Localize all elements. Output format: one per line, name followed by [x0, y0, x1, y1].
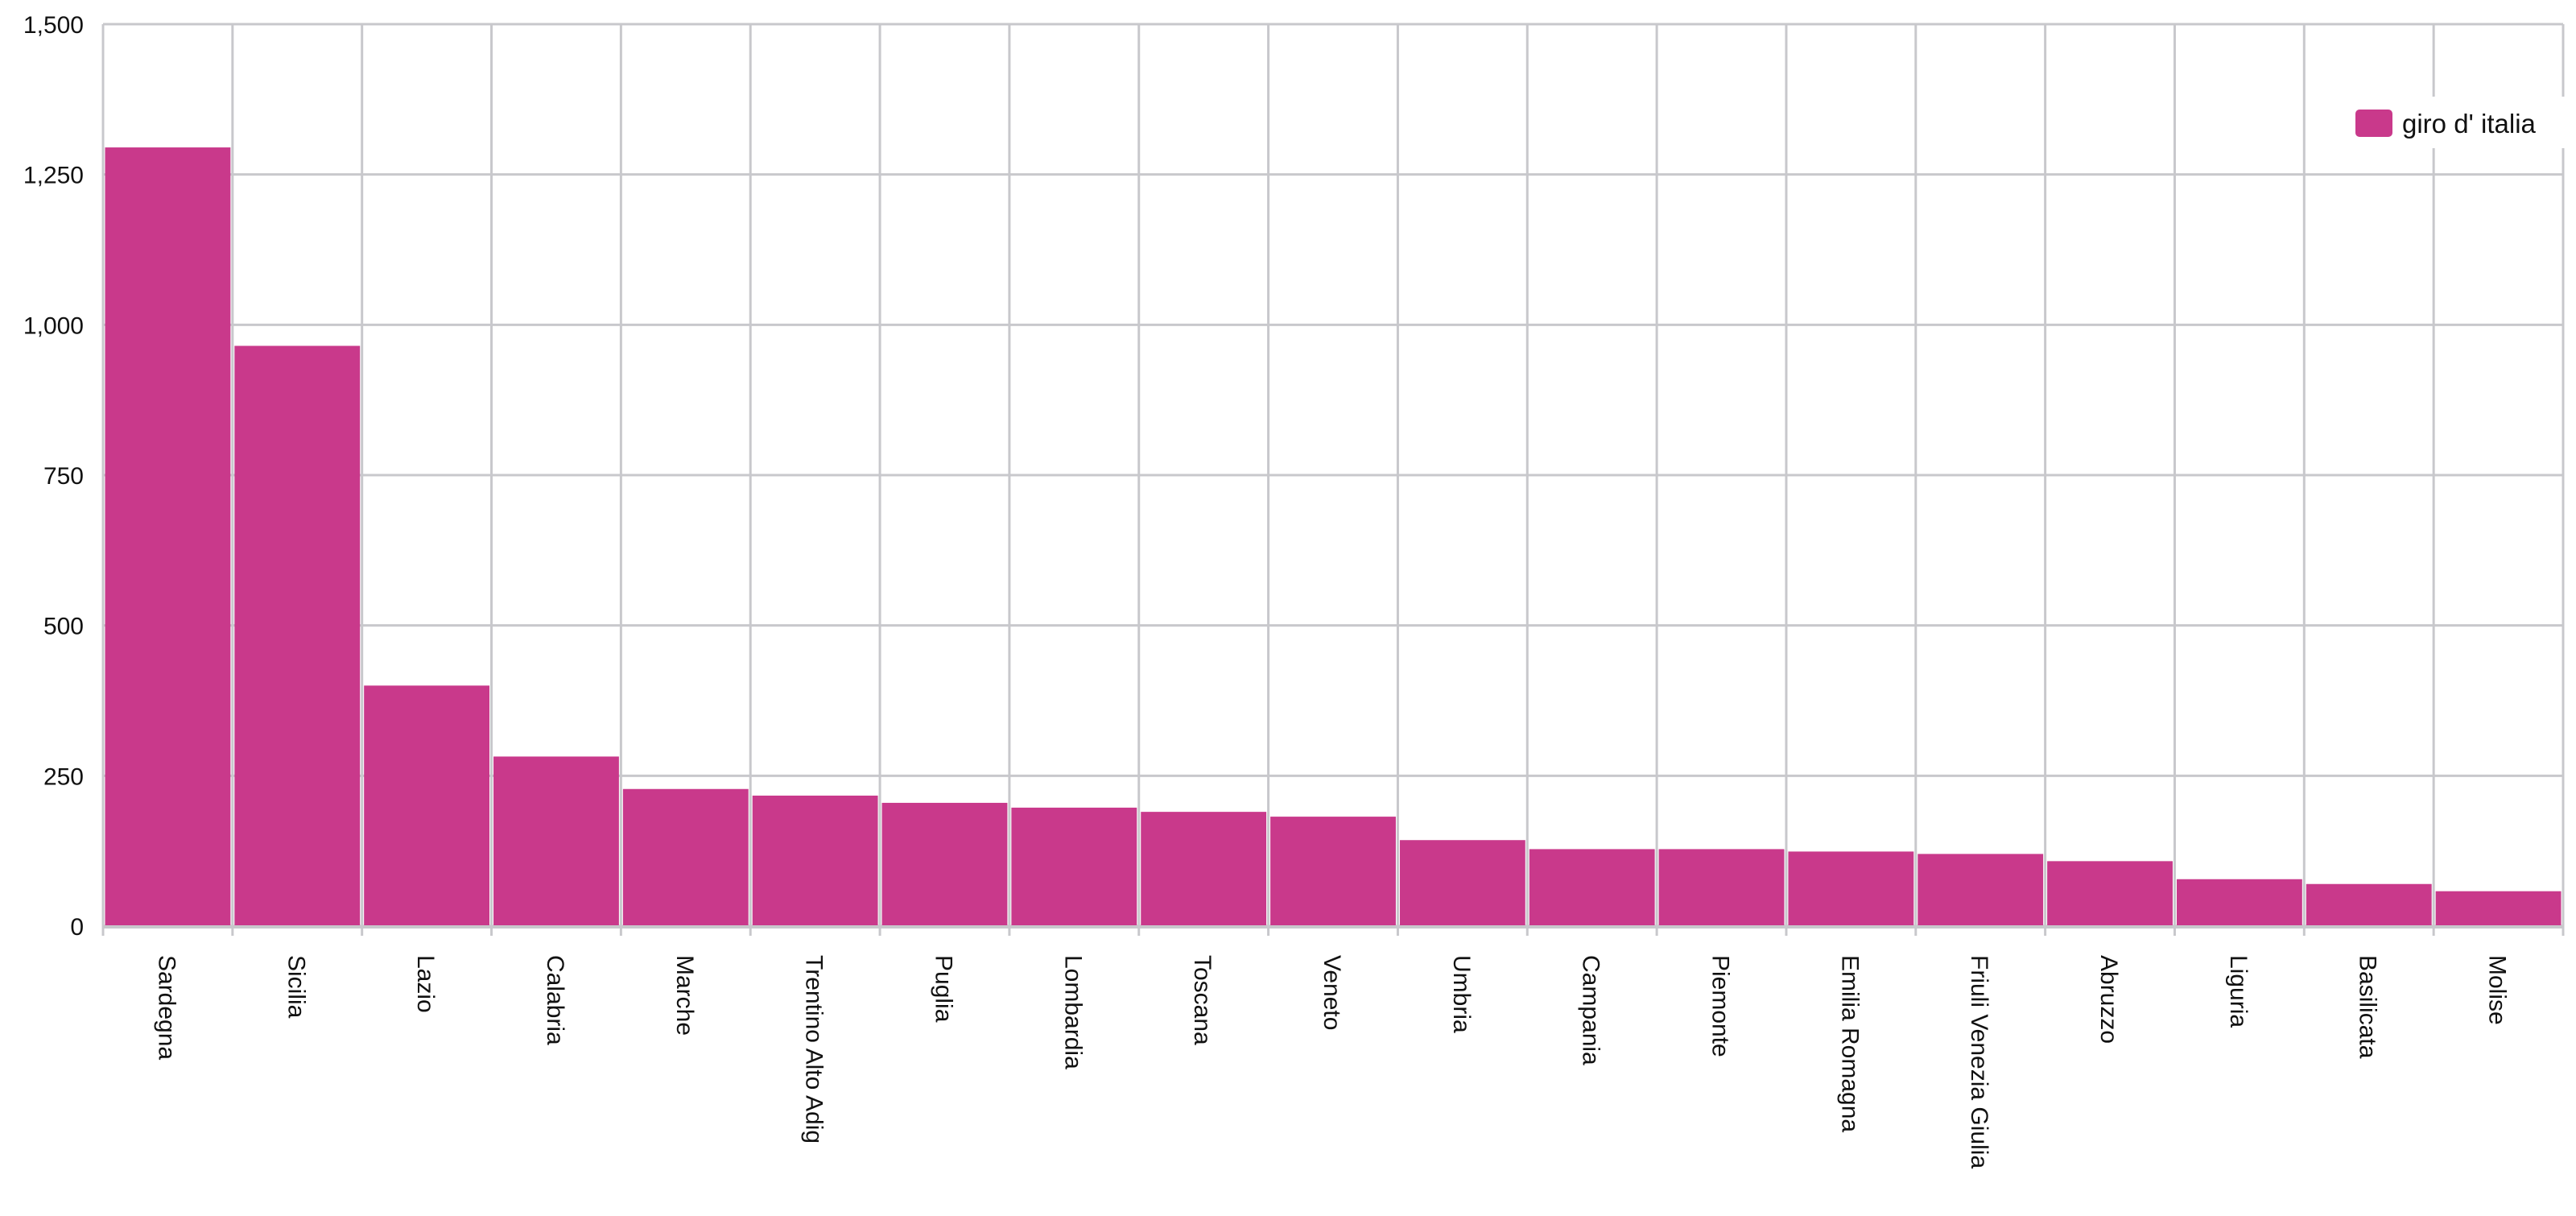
bar-calabria[interactable]	[493, 756, 619, 926]
bar-friuli-venezia-giulia[interactable]	[1918, 854, 2044, 926]
y-tick-label: 750	[43, 463, 84, 490]
legend-swatch	[2355, 110, 2392, 137]
bar-puglia[interactable]	[881, 802, 1008, 926]
x-axis-tick-labels: Sardegna Sicilia Lazio Calabria Marche Trenti…	[153, 955, 2510, 1168]
x-tick-label: Lombardia	[1059, 955, 1086, 1069]
y-tick-label: 1,250	[23, 163, 84, 189]
bar-sardegna[interactable]	[105, 147, 231, 927]
bar-liguria[interactable]	[2176, 879, 2302, 926]
x-tick-label: Puglia	[930, 955, 956, 1023]
x-tick-label: Liguria	[2225, 955, 2252, 1028]
y-tick-label: 0	[70, 914, 84, 941]
x-tick-label: Campania	[1578, 955, 1604, 1065]
legend-label: giro d' italia	[2402, 109, 2537, 139]
bar-lombardia[interactable]	[1011, 807, 1137, 926]
x-tick-label: Veneto	[1319, 955, 1345, 1030]
y-tick-label: 1,500	[23, 12, 84, 39]
bar-toscana[interactable]	[1141, 812, 1267, 926]
bar-piemonte[interactable]	[1658, 849, 1785, 926]
axes	[101, 925, 2565, 936]
bar-umbria[interactable]	[1399, 840, 1525, 926]
x-tick-label: Calabria	[542, 955, 568, 1045]
y-axis-tick-labels: 0 250 500 750 1,000 1,250 1,500	[23, 12, 84, 941]
bars	[105, 147, 2562, 927]
x-tick-label: Piemonte	[1707, 955, 1734, 1057]
bar-campania[interactable]	[1529, 849, 1655, 926]
bar-veneto[interactable]	[1270, 817, 1396, 926]
bar-basilicata[interactable]	[2306, 883, 2432, 926]
x-tick-label: Trentino Alto Adig	[801, 955, 828, 1144]
bar-abruzzo[interactable]	[2047, 861, 2173, 926]
y-tick-label: 1,000	[23, 312, 84, 339]
x-tick-label: Molise	[2484, 955, 2511, 1025]
x-tick-label: Umbria	[1448, 955, 1475, 1033]
x-tick-label: Friuli Venezia Giulia	[1966, 955, 1992, 1168]
x-tick-label: Sicilia	[283, 955, 309, 1019]
bar-marche[interactable]	[622, 788, 749, 926]
x-tick-label: Lazio	[412, 955, 439, 1013]
y-tick-label: 250	[43, 763, 84, 790]
grid-lines	[101, 23, 2565, 928]
bar-sicilia[interactable]	[234, 345, 361, 926]
x-tick-label: Emilia Romagna	[1836, 955, 1863, 1132]
bar-emilia-romagna[interactable]	[1788, 851, 1914, 926]
x-tick-label: Basilicata	[2355, 955, 2381, 1059]
bar-molise[interactable]	[2435, 891, 2562, 926]
x-tick-label: Toscana	[1189, 955, 1216, 1045]
y-tick-label: 500	[43, 614, 84, 640]
x-tick-label: Sardegna	[153, 955, 180, 1060]
x-tick-label: Marche	[671, 955, 698, 1036]
legend: giro d' italia	[2343, 97, 2565, 148]
x-tick-label: Abruzzo	[2095, 955, 2122, 1044]
bar-trentino-alto-adig[interactable]	[752, 795, 878, 926]
bar-lazio[interactable]	[364, 685, 490, 926]
